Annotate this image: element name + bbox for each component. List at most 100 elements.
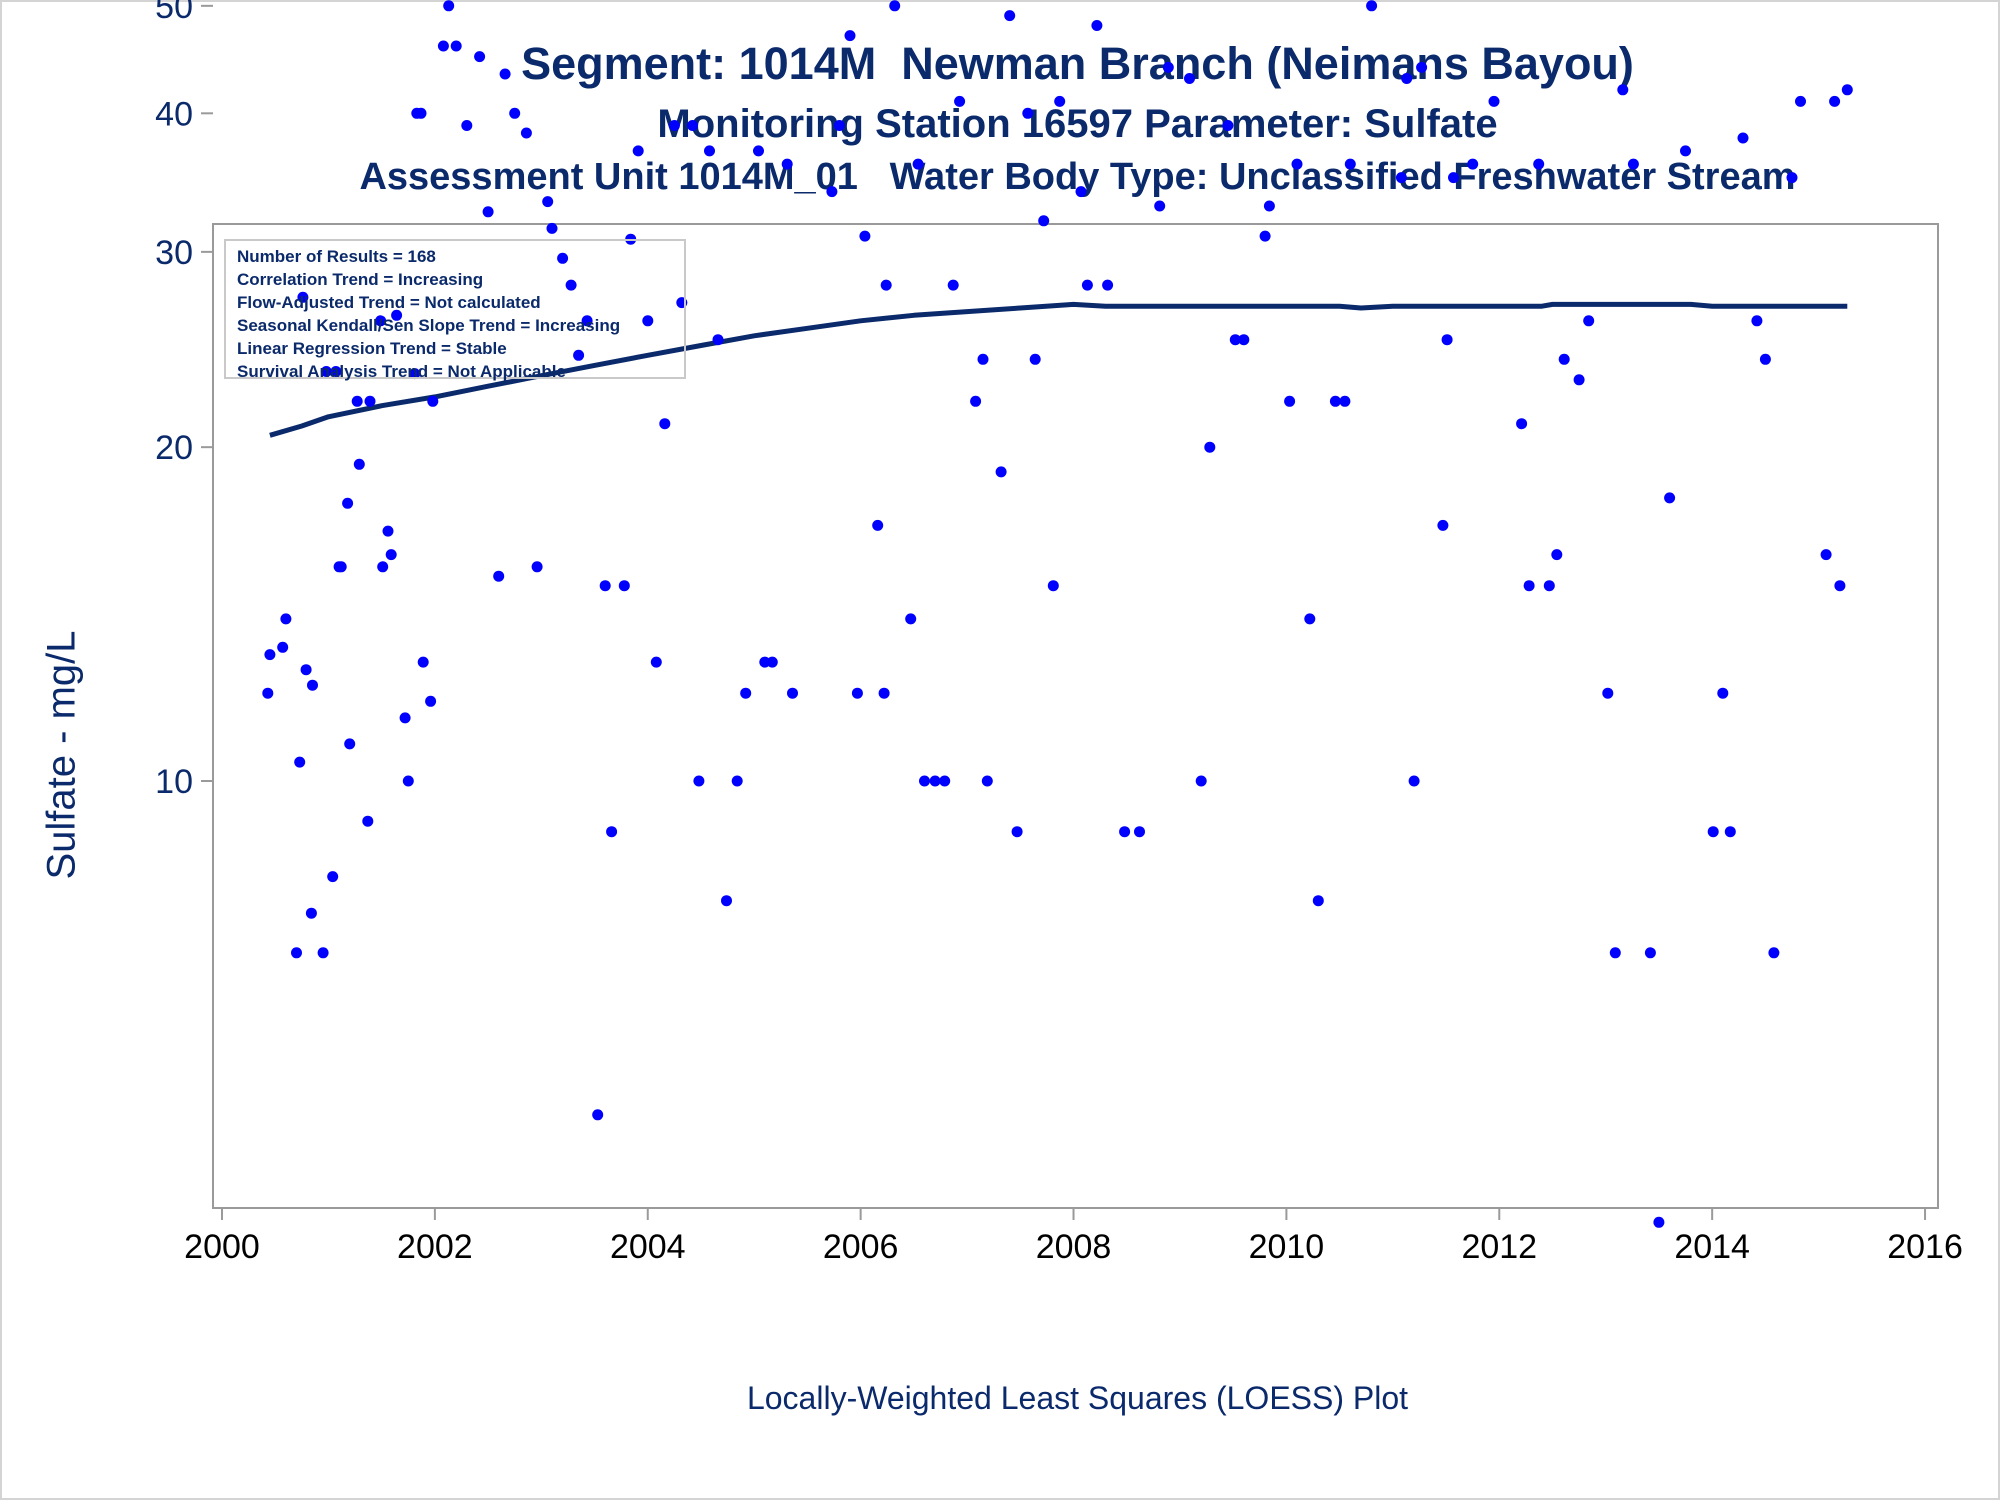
data-point [954,95,966,107]
data-point [1644,947,1656,959]
data-point [493,570,505,582]
data-point [364,395,376,407]
data-point [905,613,917,625]
data-point [280,613,292,625]
data-point [277,641,289,653]
data-point [632,145,644,157]
data-point [1820,549,1832,561]
data-point [1543,580,1555,592]
data-point [565,279,577,291]
data-point [291,947,302,959]
data-point [712,334,724,346]
data-point [1284,395,1296,407]
data-point [1312,895,1324,907]
data-point [1488,95,1500,107]
data-point [417,656,429,668]
data-point [320,366,332,377]
data-point [1717,687,1729,699]
data-point [1664,492,1676,504]
data-point [687,120,698,131]
x-tick-label: 2016 [1887,1228,1963,1266]
data-point [833,120,845,131]
data-point [375,315,387,327]
data-point [399,712,411,724]
data-point [1222,120,1234,131]
data-point [851,687,863,699]
data-point [766,656,778,668]
y-tick-label: 20 [155,429,193,467]
stat-correlation-trend: Correlation Trend = Increasing [237,270,484,289]
data-point [929,775,941,787]
stat-flow-adjusted-trend: Flow-Adjusted Trend = Not calculated [237,293,541,312]
x-tick-label: 2014 [1674,1228,1750,1266]
data-point [305,907,317,919]
y-tick-label: 30 [155,234,193,272]
data-point [1795,95,1806,107]
data-point [1627,158,1639,170]
data-point [1516,418,1528,430]
data-point [297,291,309,303]
data-point [482,206,494,218]
data-point [1707,826,1719,838]
data-point [330,366,342,377]
data-point [1134,826,1145,838]
data-point [1751,315,1763,327]
data-point [977,353,989,365]
x-tick-label: 2000 [184,1228,260,1266]
data-point [1075,186,1087,198]
data-point [1724,826,1736,838]
data-point [382,525,394,537]
data-point [693,775,705,787]
data-point [1238,334,1250,346]
data-point [546,222,558,234]
data-point [1573,374,1585,386]
data-point [1029,353,1041,365]
data-point [659,418,671,430]
data-point [409,368,421,380]
data-point [599,580,611,592]
x-tick-label: 2002 [397,1228,473,1266]
x-tick-label: 2004 [610,1228,686,1266]
data-point [1154,200,1166,212]
data-point [1759,353,1771,365]
data-point [520,127,532,139]
data-point [1551,549,1563,561]
data-point [889,0,901,12]
y-tick-label: 10 [155,763,193,801]
data-point [1119,826,1131,838]
data-point [1022,107,1034,119]
data-point [919,775,930,787]
data-point [1263,200,1275,212]
data-point [300,664,312,676]
data-point [351,395,363,407]
data-point [872,519,884,531]
data-point [531,561,543,573]
data-point [425,695,437,707]
data-point [1102,279,1114,291]
data-point [1011,826,1023,838]
data-point [1523,580,1535,592]
data-point [1004,10,1016,22]
data-point [391,309,403,321]
data-point [415,107,427,119]
stat-number-of-results: Number of Results = 168 [237,247,436,266]
data-point [385,549,397,561]
data-point [606,826,618,838]
plot-area-border [212,223,1939,1209]
x-tick-label: 2012 [1461,1228,1537,1266]
data-point [474,51,486,63]
chart-title-segment: Segment: 1014M Newman Branch (Neimans Ba… [521,38,1634,89]
data-point [362,815,374,827]
stat-seasonal-kendall-trend: Seasonal Kendall/Sen Slope Trend = Incre… [237,316,621,335]
data-point [264,649,276,661]
data-point [1609,947,1621,959]
data-point [317,947,329,959]
data-point [353,458,365,470]
data-point [1162,61,1174,73]
data-point [1339,395,1351,407]
data-point [1229,334,1241,346]
data-point [912,158,924,170]
data-point [509,107,521,119]
